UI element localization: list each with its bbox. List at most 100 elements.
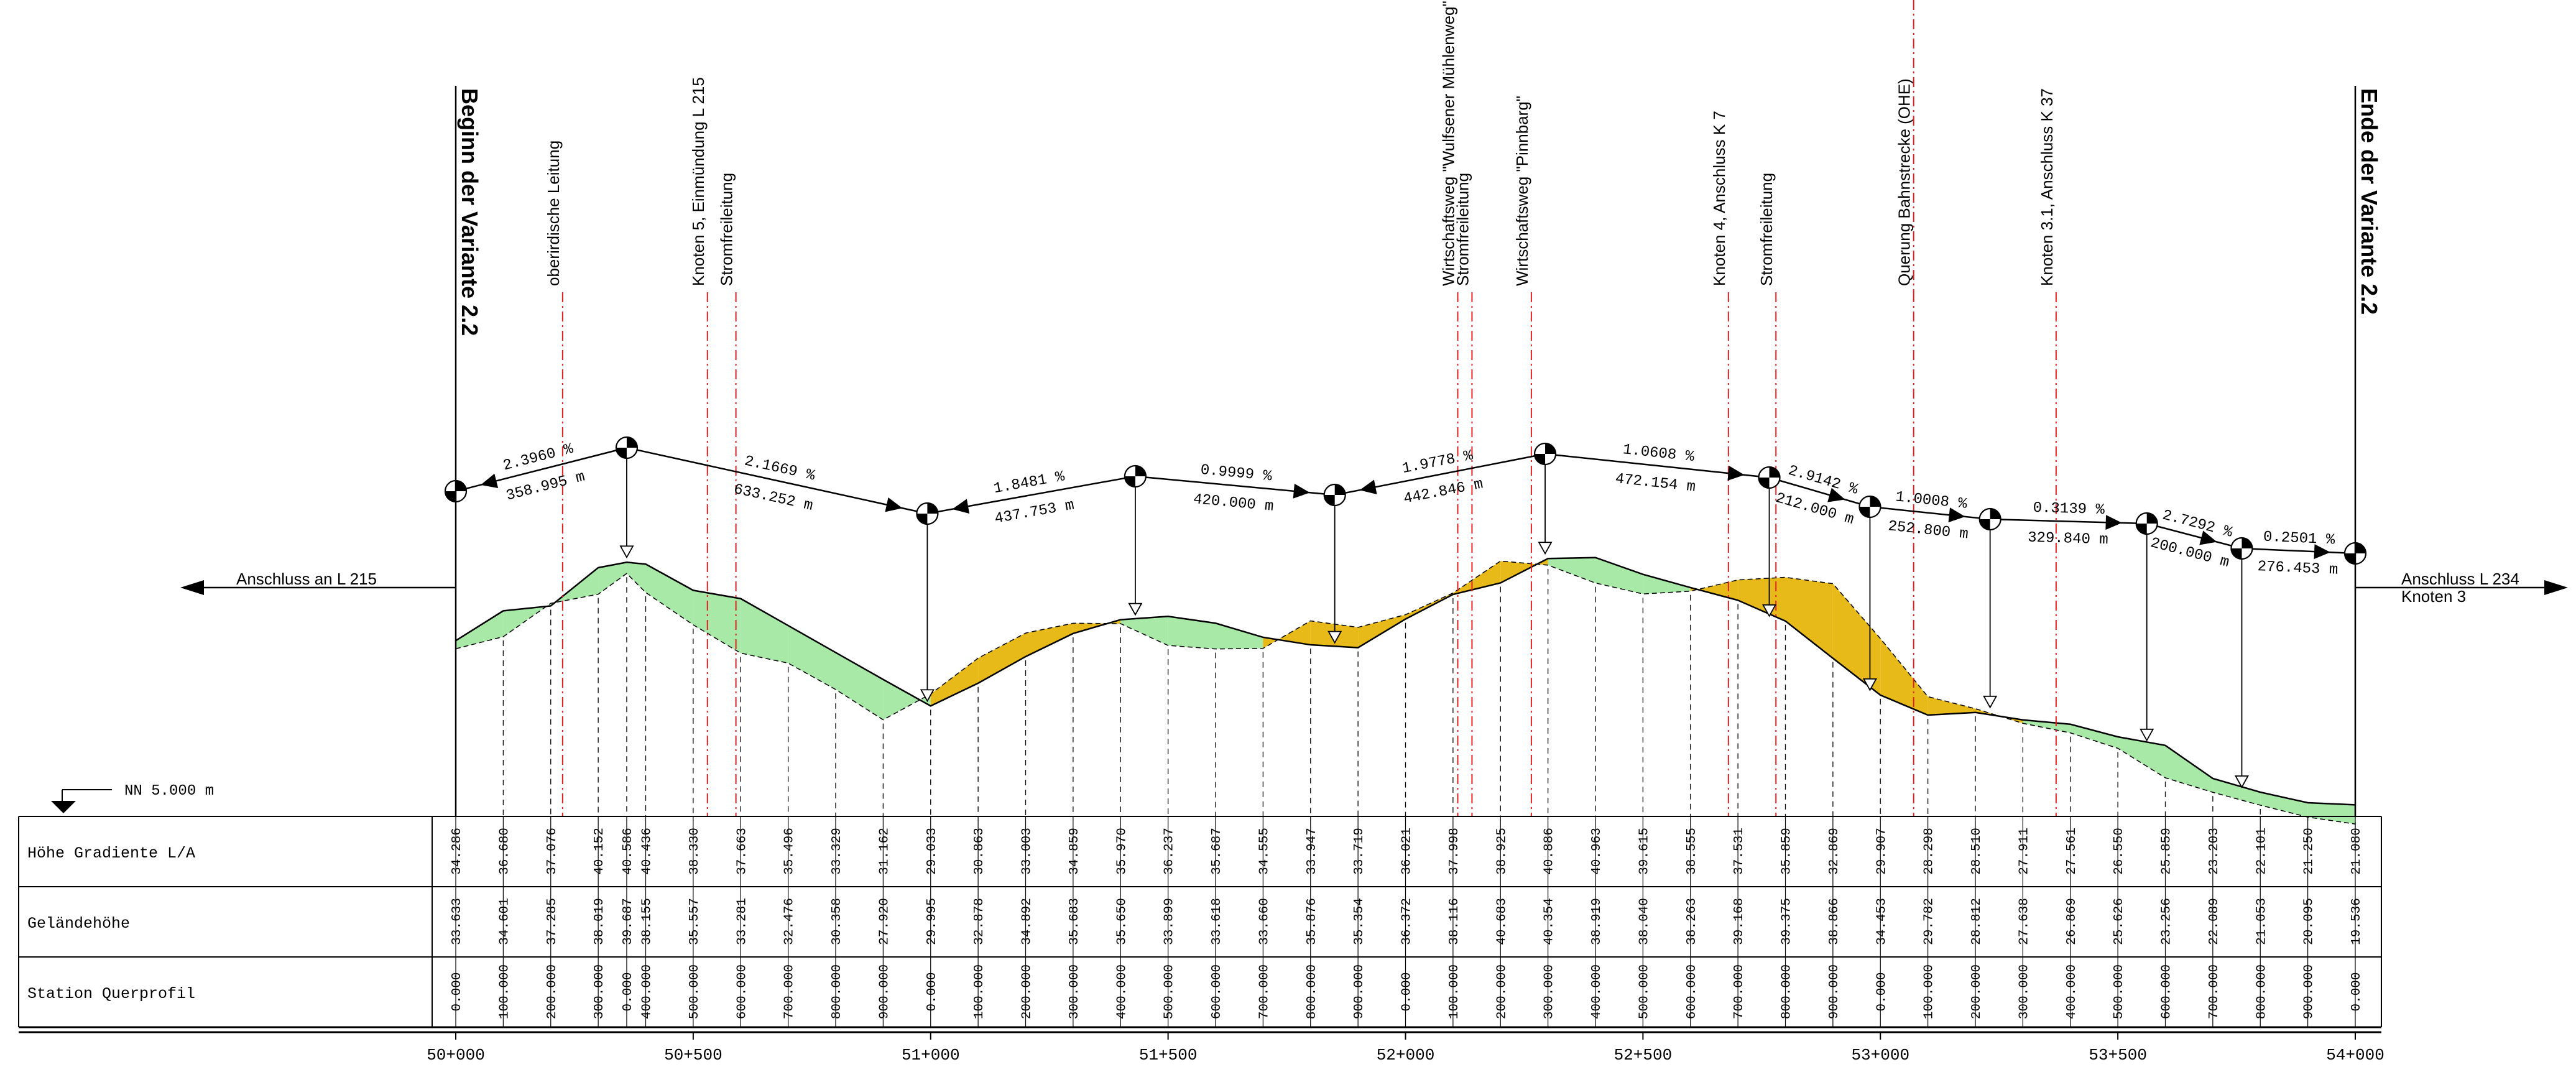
cut-fill-area bbox=[2165, 745, 2213, 793]
right-connection-label-2: Knoten 3 bbox=[2401, 587, 2466, 606]
table-value: 26.869 bbox=[2065, 898, 2079, 945]
table-value: 39.687 bbox=[621, 898, 635, 945]
table-value: 34.601 bbox=[497, 898, 512, 945]
survey-mark-quadrant bbox=[1979, 519, 1990, 530]
grade-percent-label: 1.8481 % bbox=[992, 468, 1066, 497]
end-label: Ende der Variante 2.2 bbox=[2357, 88, 2382, 315]
table-value: 25.859 bbox=[2160, 828, 2174, 875]
grade-length-label: 200.000 m bbox=[2149, 535, 2231, 571]
table-value: 33.003 bbox=[1020, 828, 1035, 875]
begin-end-lines: Beginn der Variante 2.2 Ende der Variante… bbox=[51, 86, 2568, 816]
table-value: 38.555 bbox=[1685, 828, 1699, 875]
table-value: 33.899 bbox=[1163, 898, 1177, 945]
grade-percent-label: 2.1669 % bbox=[743, 453, 817, 484]
table-value: 22.101 bbox=[2255, 828, 2269, 875]
table-value: 30.358 bbox=[830, 898, 844, 945]
grade-arrow bbox=[2199, 530, 2217, 545]
feature-label: Stromfreileitung bbox=[718, 173, 736, 286]
grade-percent-label: 0.2501 % bbox=[2263, 529, 2335, 549]
table-value: 38.330 bbox=[688, 828, 702, 875]
grade-arrow bbox=[1359, 479, 1377, 494]
table-value: 35.687 bbox=[1210, 828, 1224, 875]
table-value: 100.000 bbox=[1923, 964, 1937, 1019]
table-value: 600.000 bbox=[2160, 964, 2174, 1019]
survey-mark-quadrant bbox=[1990, 509, 2001, 519]
cut-fill-area bbox=[836, 652, 884, 720]
table-value: 400.000 bbox=[640, 964, 655, 1019]
feature-label: Stromfreileitung bbox=[1757, 173, 1776, 286]
table-value: 33.633 bbox=[450, 898, 464, 945]
pvi-marker bbox=[920, 689, 935, 703]
feature-label: Knoten 3.1, Anschluss K 37 bbox=[2038, 88, 2056, 286]
survey-mark-quadrant bbox=[2146, 513, 2158, 524]
cut-fill-area bbox=[1595, 557, 1643, 594]
table-value: 38.919 bbox=[1590, 898, 1604, 945]
survey-mark-icon bbox=[1758, 466, 1781, 489]
station-dashed-lines bbox=[455, 568, 2356, 828]
table-value: 33.281 bbox=[735, 898, 749, 945]
grade-segment bbox=[1769, 476, 1870, 508]
table-value: 33.660 bbox=[1257, 898, 1272, 945]
feature-label: Wirtschaftsweg "Wulfsener Mühlenweg" bbox=[1439, 1, 1458, 286]
table-value: 27.920 bbox=[877, 898, 892, 945]
grade-length-label: 358.995 m bbox=[504, 469, 586, 505]
km-axis: 50+000 50+500 51+000 51+500 52+000 52+500 53+0… bbox=[427, 1032, 2384, 1065]
table-value: 34.555 bbox=[1257, 828, 1272, 875]
table-value: 38.155 bbox=[640, 898, 655, 945]
feature-label: Querung Bahnstrecke (OHE) bbox=[1895, 78, 1914, 286]
cut-fill-area bbox=[1452, 561, 1501, 595]
table-value: 23.256 bbox=[2160, 898, 2174, 945]
left-connection-label: Anschluss an L 215 bbox=[236, 570, 377, 588]
survey-mark-icon bbox=[2230, 537, 2253, 560]
survey-mark-quadrant bbox=[1870, 496, 1881, 507]
grade-line bbox=[455, 557, 2356, 806]
grade-arrow bbox=[1727, 466, 1745, 481]
table-value: 800.000 bbox=[2255, 964, 2269, 1019]
table-value: 500.000 bbox=[688, 964, 702, 1019]
table-value: 39.615 bbox=[1637, 828, 1651, 875]
table-value: 36.021 bbox=[1400, 828, 1415, 875]
table-value: 800.000 bbox=[1305, 964, 1319, 1019]
grade-percent-label: 1.9778 % bbox=[1401, 447, 1475, 478]
table-value: 200.000 bbox=[545, 964, 560, 1019]
table-value: 38.019 bbox=[593, 898, 607, 945]
table-value: 35.557 bbox=[688, 898, 702, 945]
table-value: 200.000 bbox=[1020, 964, 1035, 1019]
table-value: 700.000 bbox=[783, 964, 797, 1019]
table-value: 36.372 bbox=[1400, 898, 1415, 945]
grade-percent-label: 1.0008 % bbox=[1895, 489, 1968, 513]
grade-arrow bbox=[2314, 544, 2330, 560]
table-value: 29.995 bbox=[925, 898, 939, 945]
begin-label: Beginn der Variante 2.2 bbox=[457, 88, 482, 336]
cut-fill-area bbox=[2070, 724, 2118, 749]
grade-length-label: 212.000 m bbox=[1774, 490, 1856, 529]
table-value: 31.162 bbox=[877, 828, 892, 875]
table-value: 0.000 bbox=[450, 972, 464, 1011]
grade-length-label: 420.000 m bbox=[1193, 491, 1275, 515]
table-value: 40.152 bbox=[593, 828, 607, 875]
survey-mark-quadrant bbox=[1334, 484, 1346, 495]
cut-fill-area bbox=[2307, 803, 2355, 824]
table-value: 0.000 bbox=[1400, 972, 1415, 1011]
table-value: 34.892 bbox=[1020, 898, 1035, 945]
table-value: 600.000 bbox=[1210, 964, 1224, 1019]
cut-fill-area bbox=[626, 562, 646, 593]
table-value: 400.000 bbox=[1115, 964, 1129, 1019]
table-value: 30.863 bbox=[972, 828, 987, 875]
table-value: 29.907 bbox=[1875, 828, 1889, 875]
table-value: 38.116 bbox=[1447, 898, 1462, 945]
survey-mark-quadrant bbox=[916, 514, 928, 524]
table-value: 37.663 bbox=[735, 828, 749, 875]
cut-fill-area bbox=[741, 598, 788, 663]
table-value: 27.911 bbox=[2017, 828, 2031, 875]
pvi-marker bbox=[1128, 603, 1143, 616]
cut-fill-area bbox=[1358, 614, 1406, 648]
cut-fill-area bbox=[1738, 577, 1786, 621]
table-value: 200.000 bbox=[1495, 964, 1509, 1019]
cut-fill-area bbox=[1690, 580, 1738, 601]
survey-mark-quadrant bbox=[1124, 476, 1135, 487]
table-value: 0.000 bbox=[2350, 972, 2364, 1011]
table-value: 40.963 bbox=[1590, 828, 1604, 875]
cut-fill-area bbox=[930, 658, 979, 706]
